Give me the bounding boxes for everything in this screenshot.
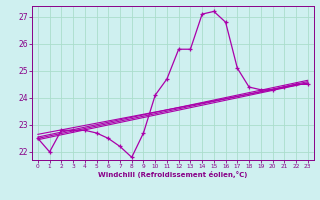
X-axis label: Windchill (Refroidissement éolien,°C): Windchill (Refroidissement éolien,°C) [98, 171, 247, 178]
